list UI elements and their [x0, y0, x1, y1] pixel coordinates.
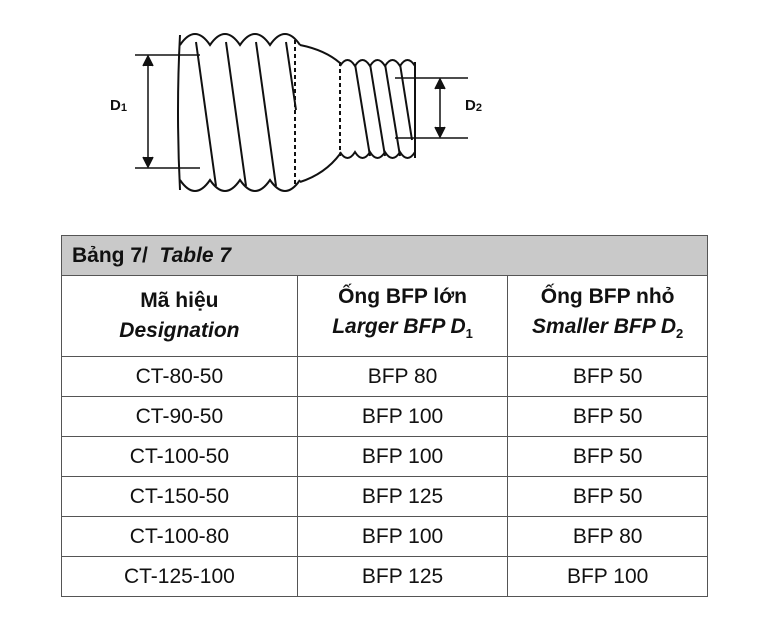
header-vi: Mã hiệu [140, 289, 219, 312]
large-pipe [177, 33, 301, 192]
column-header: Mã hiệu Designation [61, 275, 298, 357]
table-cell: CT-150-50 [61, 476, 298, 517]
header-subscript: 1 [465, 326, 473, 342]
d2-label: D2 [465, 97, 482, 114]
table-cell: CT-80-50 [61, 356, 298, 397]
header-en: Smaller BFP D2 [508, 312, 707, 349]
table-cell: BFP 80 [507, 516, 708, 557]
table-cell: BFP 100 [296, 516, 509, 557]
table-cell: BFP 125 [296, 476, 509, 517]
table-row: CT-100-50 BFP 100 BFP 50 [61, 436, 708, 477]
table-cell: BFP 100 [296, 436, 509, 477]
header-en-text: Smaller BFP D [532, 315, 676, 339]
table-cell: BFP 50 [507, 356, 708, 397]
table-caption: Bảng 7/ Table 7 [61, 235, 708, 276]
header-vi: Ống BFP lớn [338, 285, 467, 309]
table-row: CT-80-50 BFP 80 BFP 50 [61, 356, 708, 397]
header-subscript: 2 [675, 326, 684, 342]
table-row: CT-100-80 BFP 100 BFP 80 [61, 516, 708, 557]
table-cell: CT-125-100 [61, 556, 298, 597]
reducer-cone [299, 44, 341, 183]
header-en: Designation [62, 316, 297, 346]
dimension-d1 [135, 54, 200, 169]
table: Bảng 7/ Table 7 Mã hiệu Designation Ống BF… [61, 235, 708, 597]
column-header: Ống BFP lớn Larger BFP D1 [296, 275, 509, 357]
table-cell: BFP 80 [296, 356, 509, 397]
pipe-diagram: D1 D2 [110, 33, 482, 192]
header-vi: Ống BFP nhỏ [540, 285, 675, 309]
header-en-text: Larger BFP D [332, 315, 466, 339]
dimension-d2 [395, 77, 468, 139]
table-cell: BFP 100 [507, 556, 708, 597]
table-row: CT-125-100 BFP 125 BFP 100 [61, 556, 708, 597]
table-cell: CT-100-80 [61, 516, 298, 557]
table-cell: BFP 50 [507, 476, 708, 517]
table-row: CT-90-50 BFP 100 BFP 50 [61, 396, 708, 437]
header-en: Larger BFP D1 [298, 312, 507, 349]
small-pipe [339, 59, 416, 159]
header-en-text: Designation [119, 319, 240, 342]
table-cell: CT-100-50 [61, 436, 298, 477]
column-header: Ống BFP nhỏ Smaller BFP D2 [507, 275, 708, 357]
table-row: CT-150-50 BFP 125 BFP 50 [61, 476, 708, 517]
d1-label: D1 [110, 97, 127, 114]
table-cell: BFP 50 [507, 396, 708, 437]
table-cell: BFP 125 [296, 556, 509, 597]
table-cell: BFP 100 [296, 396, 509, 437]
table-cell: BFP 50 [507, 436, 708, 477]
table-cell: CT-90-50 [61, 396, 298, 437]
